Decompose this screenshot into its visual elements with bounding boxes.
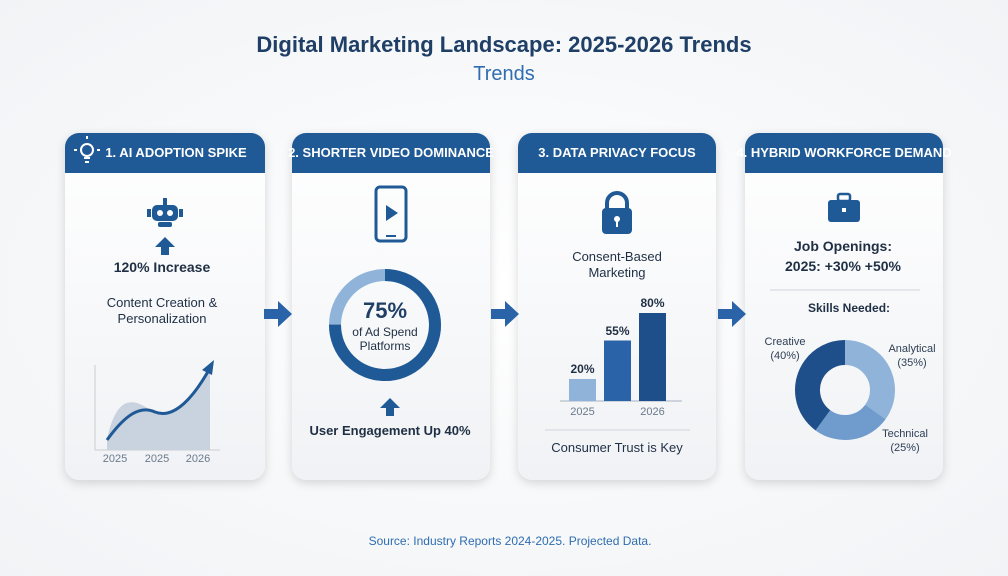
bar xyxy=(639,313,666,401)
card-text: Consent-Based Marketing xyxy=(572,249,662,280)
donut-segment xyxy=(795,340,895,440)
bar-label: 80% xyxy=(640,296,665,310)
briefcase-icon xyxy=(828,192,860,222)
card-title: 2. SHORTER VIDEO DOMINANCE xyxy=(288,145,494,160)
up-arrow xyxy=(380,398,400,416)
axis-label: 2025 xyxy=(102,453,128,465)
card-footer: Consumer Trust is Key xyxy=(551,440,683,455)
segment-label: (40%) xyxy=(770,350,800,362)
card xyxy=(745,133,943,480)
bar xyxy=(569,379,596,401)
card-footer: User Engagement Up 40% xyxy=(309,423,471,438)
donut-segment xyxy=(795,340,895,440)
headline: 120% Increase xyxy=(113,259,211,275)
card-header xyxy=(292,133,490,173)
up-arrow xyxy=(155,237,175,255)
card-title: 1. AI ADOPTION SPIKE xyxy=(105,145,247,160)
card-header xyxy=(65,133,265,173)
bulb-icon xyxy=(74,136,100,163)
card-title: 4. HYBRID WORKFORCE DEMAND xyxy=(736,145,952,160)
headline: Job Openings: xyxy=(794,238,892,254)
robot-icon xyxy=(147,198,183,227)
subtitle: Trends xyxy=(473,63,535,85)
card-header xyxy=(745,133,943,173)
segment-name: Analytical xyxy=(888,343,936,355)
phone-icon xyxy=(374,185,408,243)
source: Source: Industry Reports 2024-2025. Proj… xyxy=(368,534,652,548)
donut-label: 75% xyxy=(362,298,408,323)
card-title: 3. DATA PRIVACY FOCUS xyxy=(538,145,696,160)
lock-icon xyxy=(602,191,632,234)
card-header xyxy=(518,133,716,173)
axis-label: 2026 xyxy=(640,406,665,418)
donut-caption: of Ad Spend Platforms xyxy=(352,325,418,353)
title: Digital Marketing Landscape: 2025-2026 T… xyxy=(256,32,752,57)
bar-label: 55% xyxy=(605,323,630,338)
donut-arc xyxy=(329,269,441,381)
trend-chart xyxy=(94,360,220,451)
card xyxy=(518,133,716,480)
axis-label: 2025 xyxy=(144,453,170,465)
axis-label: 2025 xyxy=(570,406,595,418)
subhead: 2025: +30% +50% xyxy=(785,258,901,274)
bar-label: 20% xyxy=(570,362,595,376)
segment-label: (25%) xyxy=(890,442,920,454)
card xyxy=(292,133,490,480)
skills-title: Skills Needed: xyxy=(807,301,891,315)
card-text: Content Creation & Personalization xyxy=(106,295,218,326)
bar xyxy=(604,340,631,401)
arrows xyxy=(264,301,746,327)
axis-label: 2026 xyxy=(185,453,211,465)
segment-name: Technical xyxy=(882,428,928,440)
segment-name: Creative xyxy=(764,336,806,348)
segment-label: (35%) xyxy=(897,357,927,369)
